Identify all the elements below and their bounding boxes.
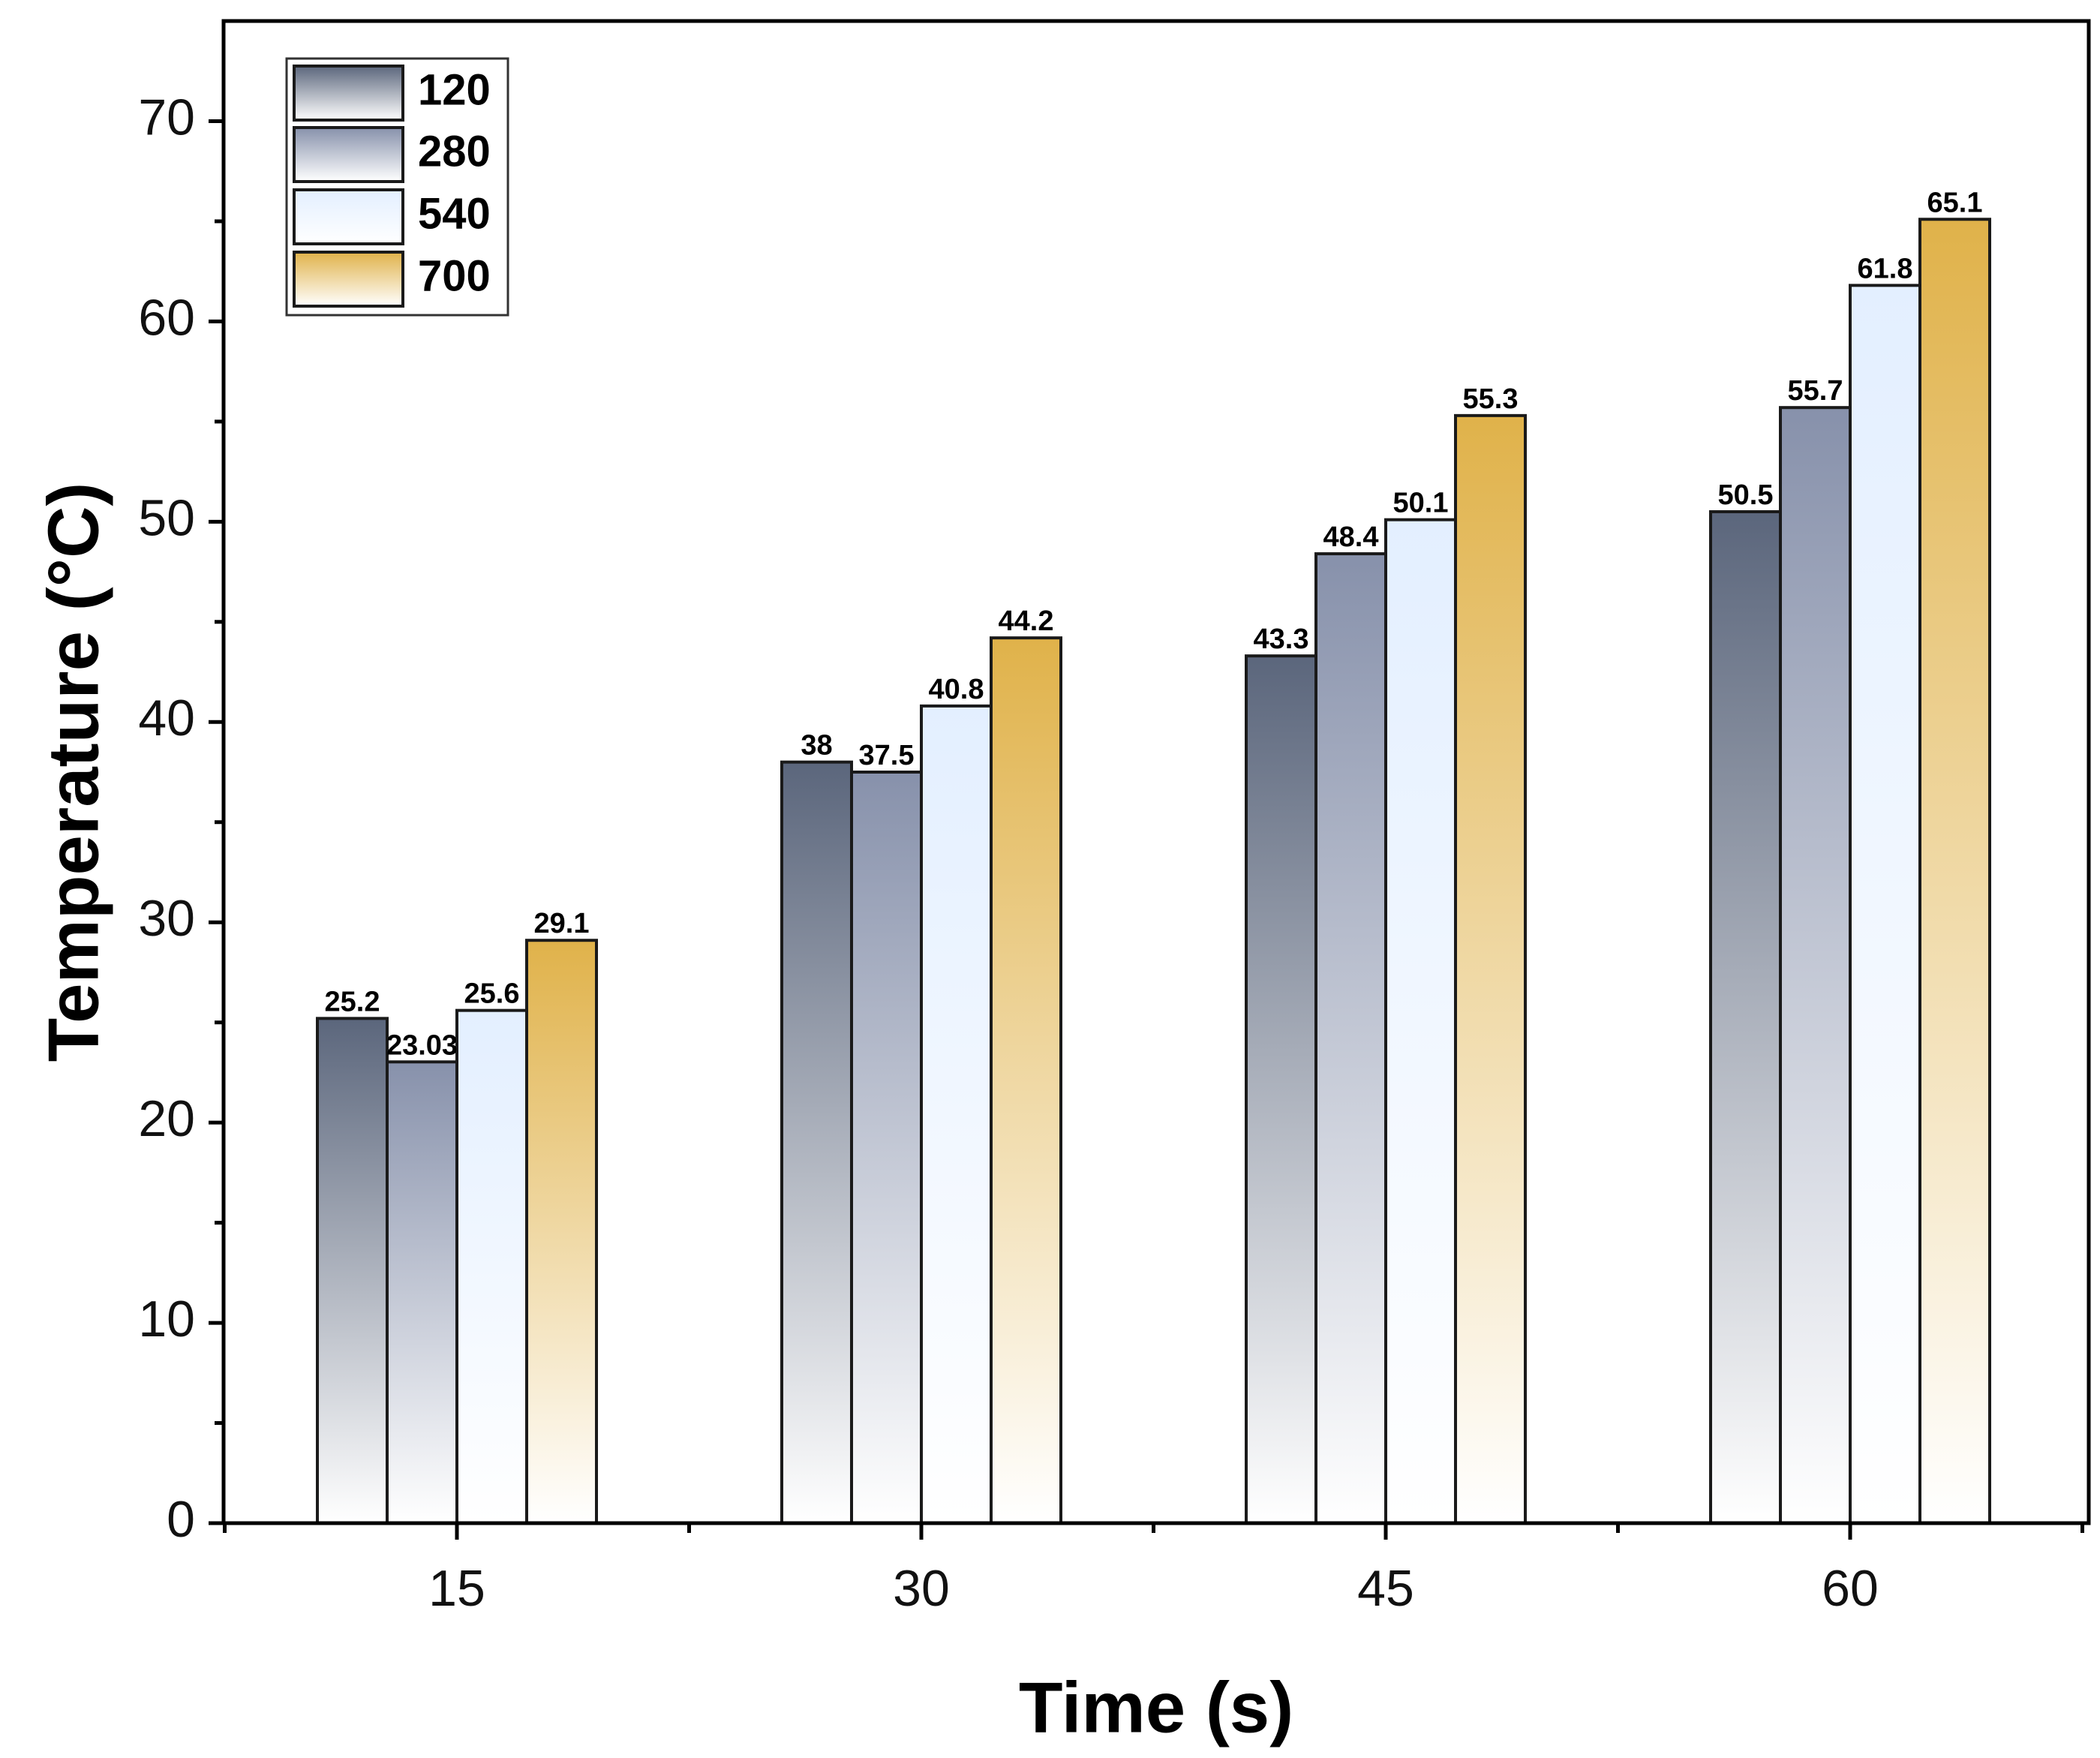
y-tick-label: 20 — [138, 1090, 195, 1147]
data-label-series-120-30: 38 — [801, 730, 832, 762]
plot-frame — [221, 19, 2091, 1525]
bar-series-540-45 — [1384, 518, 1457, 1525]
bar-series-700-60 — [1918, 218, 1991, 1525]
legend-label-700: 700 — [418, 251, 491, 300]
y-tick-label: 10 — [138, 1291, 195, 1348]
data-label-series-120-60: 50.5 — [1718, 479, 1774, 511]
data-label-series-280-15: 23.03 — [386, 1029, 458, 1061]
data-label-series-700-15: 29.1 — [534, 908, 590, 939]
bar-series-540-15 — [455, 1008, 528, 1525]
bar-series-280-30 — [850, 771, 923, 1525]
bar-series-280-15 — [386, 1060, 458, 1525]
x-axis: 15 30 45 60 — [223, 1523, 2084, 1617]
data-label-series-120-45: 43.3 — [1254, 624, 1309, 655]
data-label-series-280-30: 37.5 — [859, 740, 915, 771]
data-label-series-120-15: 25.2 — [325, 986, 380, 1017]
legend-swatch-540 — [293, 188, 404, 245]
y-tick-label: 70 — [138, 89, 195, 146]
x-tick-label: 30 — [893, 1560, 950, 1617]
x-tick-label: 15 — [428, 1560, 485, 1617]
x-axis-title: Time (s) — [1019, 1667, 1293, 1747]
bar-series-540-30 — [920, 704, 993, 1525]
data-labels-group: 25.2 38 43.3 50.5 23.03 37.5 48.4 55.7 25.6 40.8 5… — [325, 187, 1983, 1061]
legend-label-120: 120 — [418, 65, 491, 114]
y-axis: 0 10 20 30 40 50 60 70 — [138, 89, 224, 1548]
bar-series-280-60 — [1779, 406, 1852, 1525]
bar-series-700-45 — [1454, 413, 1527, 1525]
y-tick-label: 50 — [138, 489, 195, 546]
bar-series-540-60 — [1849, 284, 1921, 1525]
data-label-series-280-45: 48.4 — [1323, 521, 1379, 553]
legend-label-540: 540 — [418, 189, 491, 238]
legend: 120 280 540 700 — [285, 57, 509, 317]
data-label-series-540-45: 50.1 — [1393, 488, 1449, 519]
bar-series-120-45 — [1245, 654, 1317, 1525]
x-tick-label: 60 — [1822, 1560, 1879, 1617]
bar-series-120-30 — [780, 760, 853, 1525]
data-label-series-700-60: 65.1 — [1927, 187, 1983, 218]
data-label-series-540-60: 61.8 — [1858, 253, 1913, 284]
y-tick-label: 40 — [138, 690, 195, 747]
data-label-series-540-15: 25.6 — [464, 978, 520, 1010]
data-label-series-700-45: 55.3 — [1463, 383, 1519, 415]
data-label-series-280-60: 55.7 — [1788, 375, 1843, 407]
bar-series-120-15 — [316, 1017, 389, 1525]
y-tick-label: 60 — [138, 289, 195, 346]
bar-series-700-30 — [990, 636, 1062, 1525]
legend-label-280: 280 — [418, 127, 491, 176]
legend-swatch-120 — [293, 65, 404, 122]
y-axis-title: Temperature (°C) — [33, 482, 113, 1062]
y-tick-label: 30 — [138, 890, 195, 947]
x-tick-label: 45 — [1357, 1560, 1414, 1617]
bar-series-280-45 — [1314, 552, 1387, 1525]
legend-swatch-280 — [293, 126, 404, 183]
data-label-series-700-30: 44.2 — [999, 606, 1054, 637]
bar-series-120-60 — [1709, 509, 1782, 1525]
data-label-series-540-30: 40.8 — [929, 674, 984, 705]
y-tick-label: 0 — [167, 1491, 195, 1548]
bars-group — [316, 218, 1991, 1525]
bar-series-700-15 — [525, 939, 598, 1525]
legend-swatch-700 — [293, 251, 404, 308]
